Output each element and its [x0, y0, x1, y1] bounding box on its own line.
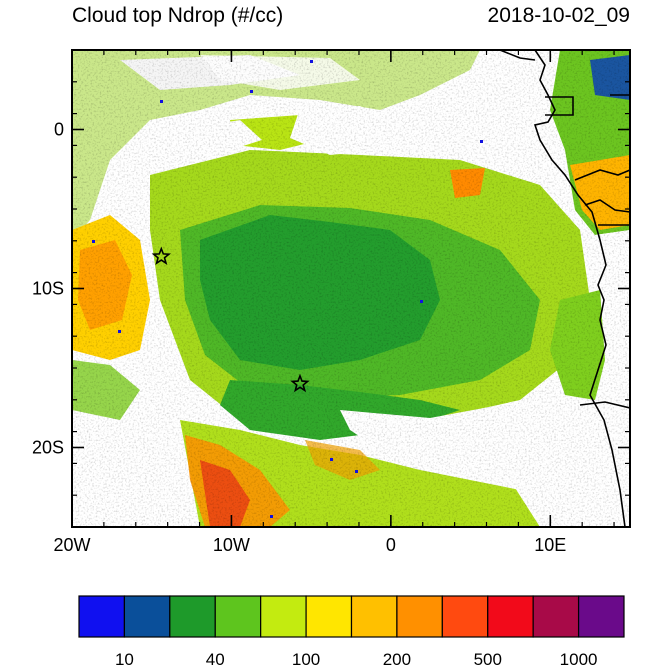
colorbar-swatch	[260, 595, 307, 638]
star-marker-icon	[290, 373, 310, 393]
colorbar-swatch	[532, 595, 580, 638]
ndrop-field	[72, 50, 630, 527]
x-tick-label: 20W	[53, 535, 90, 555]
colorbar-swatch	[350, 595, 398, 638]
colorbar: 10 40 100 200 500 1000	[78, 595, 625, 667]
x-tick-label: 0	[386, 535, 396, 555]
colorbar-label: 10	[115, 650, 134, 667]
colorbar-label: 200	[383, 650, 411, 667]
x-tick-label: 10E	[534, 535, 566, 555]
x-tick-label: 10W	[213, 535, 250, 555]
y-tick-label: 0	[54, 120, 64, 140]
colorbar-swatch	[441, 595, 489, 638]
colorbar-swatch	[487, 595, 534, 638]
colorbar-swatch	[305, 595, 353, 638]
colorbar-label: 40	[206, 650, 225, 667]
coastline	[499, 50, 630, 527]
y-tick-label: 10S	[32, 279, 64, 299]
colorbar-swatch	[78, 595, 126, 638]
star-marker-icon	[151, 246, 172, 266]
marker-layer	[151, 246, 310, 393]
colorbar-label: 100	[292, 650, 320, 667]
colorbar-swatch	[214, 595, 262, 638]
y-tick-label: 20S	[32, 438, 64, 458]
valid-time: 2018-10-02_09	[488, 4, 630, 27]
axis-ticks: 20W 10W 0 10E 0 10S 20S	[32, 49, 630, 555]
colorbar-label: 1000	[560, 650, 598, 667]
colorbar-swatch	[577, 595, 625, 638]
colorbar-swatch	[169, 595, 216, 638]
colorbar-label: 500	[474, 650, 502, 667]
colorbar-swatch	[123, 595, 171, 638]
colorbar-swatch	[396, 595, 443, 638]
plot-title: Cloud top Ndrop (#/cc)	[72, 4, 283, 27]
